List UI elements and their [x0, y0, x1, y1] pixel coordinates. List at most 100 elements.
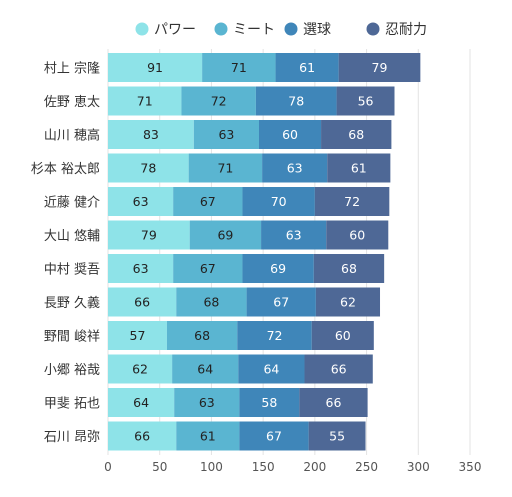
bar-segment	[108, 86, 182, 116]
bar-segment	[304, 354, 373, 384]
category-label: 長野 久義	[44, 295, 100, 311]
data-label: 66	[134, 295, 150, 310]
bar-segment	[108, 321, 167, 350]
category-label: 甲斐 拓也	[44, 397, 100, 412]
bar-segment	[174, 388, 240, 417]
bar-segment	[313, 254, 385, 283]
bar-segment	[108, 354, 173, 384]
data-label: 63	[287, 161, 303, 176]
data-label: 55	[329, 429, 345, 444]
legend-label: 選球	[303, 22, 331, 38]
bar-segment	[275, 53, 339, 82]
data-label: 68	[341, 261, 357, 276]
data-label: 78	[288, 94, 304, 109]
bar-segment	[242, 254, 314, 283]
bar-segment	[108, 287, 177, 317]
bar-segment	[315, 287, 381, 317]
category-label: 杉本 裕太郎	[31, 162, 100, 177]
bar-segment	[239, 421, 309, 451]
data-label: 67	[200, 261, 216, 276]
bar-segment	[314, 187, 390, 216]
bar-segment	[202, 53, 276, 82]
x-tick-label: 150	[252, 460, 275, 474]
category-label: 石川 昂弥	[44, 429, 100, 445]
category-label: 村上 宗隆	[44, 61, 100, 77]
bar-segment	[338, 53, 421, 82]
data-label: 69	[217, 228, 233, 243]
category-label: 大山 悠輔	[44, 229, 100, 244]
data-label: 56	[358, 94, 374, 109]
bar-segment	[172, 354, 239, 384]
bar-segment	[108, 187, 174, 216]
x-tick-label: 350	[459, 460, 482, 474]
bar-segment	[255, 86, 337, 116]
bar-segment	[173, 187, 243, 216]
bar-segment	[326, 220, 389, 250]
data-label: 64	[263, 362, 279, 377]
data-label: 61	[200, 429, 216, 444]
data-label: 66	[134, 429, 150, 444]
data-label: 66	[326, 395, 342, 410]
x-tick-label: 250	[355, 460, 378, 474]
category-label: 中村 奨吾	[44, 263, 100, 278]
data-label: 71	[137, 94, 153, 109]
bar-segment	[173, 254, 243, 283]
data-label: 61	[299, 60, 315, 75]
x-tick-label: 100	[200, 460, 223, 474]
data-label: 63	[286, 228, 302, 243]
data-label: 72	[211, 94, 227, 109]
bars: 91 71 61 79 71 72 78 56 83 63 60 68 78 71 63 61 63 67 70 72…	[108, 53, 421, 451]
bar-segment	[311, 321, 374, 350]
bar-segment	[108, 388, 175, 417]
data-label: 78	[140, 161, 156, 176]
data-label: 66	[331, 362, 347, 377]
legend-marker	[284, 22, 298, 36]
bar-segment	[327, 153, 391, 183]
bar-segment	[299, 388, 368, 417]
bar-segment	[108, 53, 203, 82]
bar-segment	[237, 321, 312, 350]
bar-segment	[246, 287, 316, 317]
bar-segment	[193, 120, 260, 149]
data-label: 60	[349, 228, 365, 243]
data-label: 63	[218, 127, 234, 142]
x-tick-label: 200	[303, 460, 326, 474]
bar-segment	[176, 287, 247, 317]
data-label: 79	[372, 60, 388, 75]
data-label: 68	[203, 295, 219, 310]
category-label: 佐野 恵太	[44, 95, 100, 110]
bar-segment	[261, 220, 327, 250]
bar-segment	[108, 120, 194, 149]
bar-segment	[321, 120, 392, 149]
bar-segment	[189, 220, 262, 250]
x-tick-label: 0	[104, 460, 112, 474]
bar-segment	[336, 86, 395, 116]
data-label: 67	[273, 295, 289, 310]
data-label: 67	[200, 194, 216, 209]
legend-marker	[135, 22, 149, 36]
bar-segment	[239, 388, 300, 417]
bar-segment	[188, 153, 263, 183]
data-label: 61	[351, 161, 367, 176]
data-label: 71	[231, 60, 247, 75]
data-label: 71	[217, 161, 233, 176]
bar-segment	[308, 421, 366, 451]
x-axis-ticks: 0 50 100 150 200 250 300 350	[104, 460, 481, 474]
data-label: 63	[133, 261, 149, 276]
bar-segment	[108, 153, 189, 183]
data-label: 60	[282, 127, 298, 142]
data-label: 64	[197, 362, 213, 377]
data-label: 83	[143, 127, 159, 142]
bar-segment	[242, 187, 315, 216]
data-label: 67	[266, 429, 282, 444]
data-label: 68	[348, 127, 364, 142]
gridlines	[107, 49, 471, 455]
bar-segment	[108, 220, 190, 250]
category-label: 小郷 裕哉	[44, 363, 100, 378]
bar-segment	[108, 421, 177, 451]
data-label: 68	[194, 328, 210, 343]
data-label: 60	[335, 328, 351, 343]
bar-segment	[166, 321, 238, 350]
